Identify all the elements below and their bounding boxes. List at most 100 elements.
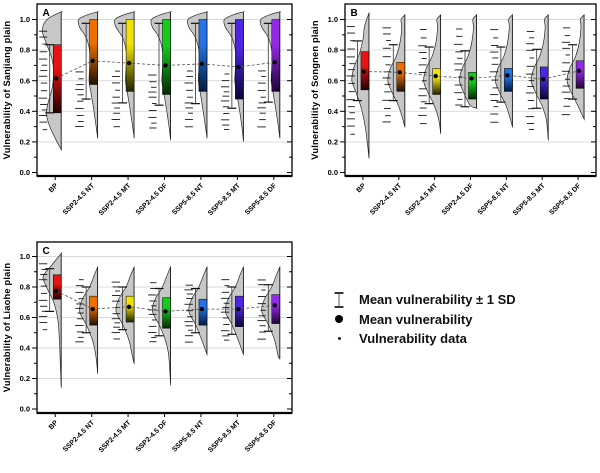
mean-dot xyxy=(163,63,168,68)
violin xyxy=(423,14,442,135)
x-category-label: SSP2-4.5 MT xyxy=(404,182,439,217)
range-bar xyxy=(575,60,585,89)
x-category-label: BP xyxy=(48,419,60,431)
x-category-label: SSP5-8.5 NT xyxy=(477,182,512,217)
x-category-label: SSP5-8.5 MT xyxy=(207,419,242,454)
mean-dot xyxy=(54,288,59,294)
mean-dot xyxy=(236,306,241,312)
legend-label-mean: Mean vulnerability xyxy=(359,311,473,327)
x-category-label: SSP2-4.5 MT xyxy=(98,182,133,217)
violin xyxy=(261,266,281,360)
range-bar xyxy=(198,19,208,92)
x-category-label: SSP2-4.5 DF xyxy=(135,182,170,217)
panel-b-category-6 xyxy=(525,14,549,141)
violin xyxy=(495,14,514,128)
mean-dot xyxy=(576,68,582,73)
y-tick-label: 0.6 xyxy=(328,76,338,85)
x-category-label: BP xyxy=(48,182,60,194)
x-category-label: SSP5-8.5 NT xyxy=(171,182,206,217)
mean-dot-icon xyxy=(331,315,347,324)
mean-dot xyxy=(126,304,132,310)
legend-label-mean-sd: Mean vulnerability ± 1 SD xyxy=(359,292,516,308)
range-bar xyxy=(125,295,135,323)
mean-dot xyxy=(272,60,277,65)
range-bar xyxy=(198,298,208,326)
y-axis-title: Vulnerability of Sanjiang plain xyxy=(2,21,12,160)
mean-dot xyxy=(54,76,59,81)
panel-a-category-2 xyxy=(75,11,99,139)
mean-dot xyxy=(397,70,402,75)
mean-dot xyxy=(505,73,510,78)
range-bar xyxy=(162,19,171,95)
y-tick-label: 0.4 xyxy=(328,107,339,116)
y-tick-label: 0.2 xyxy=(328,138,338,147)
panel-a-category-4 xyxy=(148,11,172,141)
x-category-label: SSP5-8.5 DF xyxy=(244,419,279,454)
panel-c-category-4 xyxy=(148,266,172,386)
violin xyxy=(351,12,370,159)
range-bar xyxy=(432,68,441,95)
range-bar xyxy=(396,62,406,92)
panel-a-category-5 xyxy=(184,11,209,139)
errorbar-icon xyxy=(331,291,347,309)
panel-a-category-7 xyxy=(257,11,281,139)
mean-dot xyxy=(199,306,205,312)
legend-item-data: Vulnerability data xyxy=(331,329,516,349)
x-category-label: SSP5-8.5 NT xyxy=(171,419,206,454)
range-bar xyxy=(504,68,513,92)
mean-dot xyxy=(236,64,241,70)
panel-letter: A xyxy=(43,8,50,19)
range-bar xyxy=(468,72,477,100)
panel-b-category-3 xyxy=(418,14,442,135)
x-category-label: SSP2-4.5 DF xyxy=(441,182,476,217)
panel-a-category-6 xyxy=(220,11,245,142)
range-bar xyxy=(125,19,135,92)
panel-b-category-1 xyxy=(346,12,370,159)
x-category-label: SSP2-4.5 NT xyxy=(62,419,97,454)
violin xyxy=(42,252,63,389)
mean-dot xyxy=(126,60,132,66)
x-category-label: SSP2-4.5 DF xyxy=(135,419,170,454)
y-tick-label: 0.0 xyxy=(20,405,30,414)
panel-letter: C xyxy=(43,246,50,257)
range-bar xyxy=(235,295,244,327)
violin xyxy=(115,266,135,365)
panel-b-category-4 xyxy=(454,14,478,109)
x-category-label: SSP5-8.5 DF xyxy=(548,182,583,217)
y-tick-label: 0.8 xyxy=(328,46,338,55)
mean-dot xyxy=(469,76,474,81)
mean-dot xyxy=(272,303,277,308)
range-bar xyxy=(52,274,62,300)
panel-a-category-3 xyxy=(111,11,136,139)
panel-b-songnen: 0.00.20.40.60.81.0BP SSP2-4.5 NT SSP2-4.5 … xyxy=(310,3,597,217)
panel-c-category-1 xyxy=(38,252,63,389)
x-category-label: BP xyxy=(356,182,368,194)
y-tick-label: 0.2 xyxy=(20,374,30,383)
panel-c-liaohe: 0.00.20.40.60.81.0BP SSP2-4.5 NT SSP2-4.5 … xyxy=(2,241,293,454)
legend-item-mean-sd: Mean vulnerability ± 1 SD xyxy=(331,290,516,310)
x-category-label: SSP2-4.5 NT xyxy=(369,182,404,217)
y-tick-label: 0.4 xyxy=(20,107,31,116)
y-tick-label: 1.0 xyxy=(20,15,30,24)
range-bar xyxy=(271,294,281,324)
y-tick-label: 0.6 xyxy=(20,313,30,322)
panel-c-category-3 xyxy=(111,266,135,365)
panel-b-category-7 xyxy=(561,14,585,121)
mean-dot xyxy=(433,73,438,79)
panel-c-category-7 xyxy=(257,266,281,360)
violin xyxy=(79,266,99,374)
y-axis-title: Vulnerability of Songnen plain xyxy=(310,20,320,160)
panel-letter: B xyxy=(351,8,358,19)
y-tick-label: 0.6 xyxy=(20,76,30,85)
violin xyxy=(530,14,549,141)
range-bar xyxy=(89,19,98,85)
panel-c-category-5 xyxy=(184,266,208,356)
mean-dot xyxy=(199,61,205,67)
y-tick-label: 1.0 xyxy=(328,15,338,24)
y-tick-label: 0.4 xyxy=(20,344,31,353)
mean-dot xyxy=(90,306,95,312)
legend-item-mean: Mean vulnerability xyxy=(331,310,516,330)
legend-label-data: Vulnerability data xyxy=(359,331,467,347)
